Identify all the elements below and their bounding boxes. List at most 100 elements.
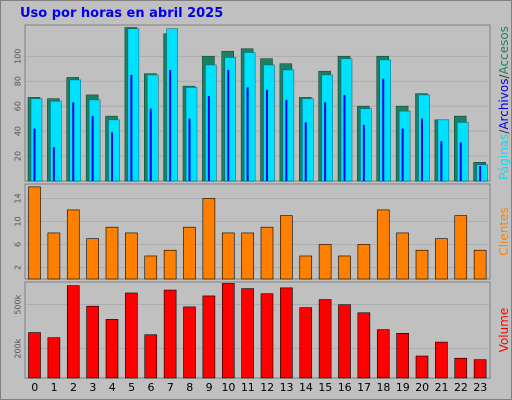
x-tick-label: 1: [51, 381, 58, 394]
bar-archivos: [457, 122, 469, 182]
bar-clientes: [299, 255, 313, 280]
bar-archivos: [360, 108, 372, 182]
bar-archivos: [263, 64, 275, 182]
bar-paginas: [304, 122, 307, 181]
bar-archivos: [224, 57, 236, 182]
y-tick-label: 2: [14, 265, 23, 270]
x-tick-label: 23: [473, 381, 487, 394]
y-tick-label: 40: [14, 126, 23, 136]
bar-volume: [125, 292, 138, 379]
y-tick-label: 20: [14, 151, 23, 161]
y-tick-label: 6: [14, 242, 23, 247]
bar-volume: [454, 357, 468, 379]
bar-volume: [299, 307, 313, 379]
bar-clientes: [47, 232, 61, 280]
bar-volume: [376, 329, 390, 379]
bar-paginas: [479, 166, 482, 181]
legend-traffic: Páginas/Archivos/Accesos: [497, 26, 511, 180]
bar-clientes: [357, 244, 371, 280]
bar-archivos: [418, 94, 430, 182]
bar-volume: [396, 332, 409, 379]
bar-archivos: [398, 110, 411, 182]
legend-volume: Volume: [497, 308, 511, 353]
bar-paginas: [207, 96, 210, 181]
panel-border: [24, 183, 491, 280]
bar-clientes: [338, 255, 351, 280]
bar-clientes: [86, 238, 99, 280]
bar-clientes: [396, 232, 409, 280]
x-tick-label: 8: [186, 381, 193, 394]
bar-paginas: [421, 118, 423, 181]
legend-clientes: Clientes: [497, 207, 511, 255]
bar-paginas: [169, 69, 172, 181]
bar-clientes: [435, 238, 448, 280]
bar-archivos: [379, 59, 391, 182]
x-tick-label: 13: [280, 381, 294, 394]
bar-clientes: [163, 249, 177, 280]
x-tick-label: 3: [89, 381, 96, 394]
panel-border: [24, 281, 491, 379]
bar-volume: [183, 306, 196, 379]
bar-volume: [47, 337, 61, 379]
panel-1: 20 40 60 80 100: [14, 24, 491, 182]
bar-paginas: [111, 132, 113, 181]
bar-archivos: [147, 74, 159, 182]
x-tick-label: 2: [70, 381, 77, 394]
bar-clientes: [241, 232, 254, 280]
panel-3: 200k 500k: [14, 281, 491, 379]
x-tick-label: 18: [376, 381, 390, 394]
bar-volume: [221, 283, 235, 379]
bar-volume: [357, 312, 371, 379]
x-tick-label: 16: [338, 381, 352, 394]
bar-archivos: [476, 164, 488, 182]
y-tick-label: 80: [14, 76, 23, 86]
bar-archivos: [185, 87, 198, 182]
bar-clientes: [66, 209, 80, 280]
bar-paginas: [266, 89, 268, 181]
bar-clientes: [318, 244, 332, 280]
x-tick-label: 19: [396, 381, 410, 394]
bar-archivos: [50, 100, 62, 182]
legend-entry: Páginas: [497, 134, 511, 180]
x-tick-label: 10: [221, 381, 235, 394]
bar-clientes: [28, 186, 41, 280]
bar-paginas: [52, 147, 55, 181]
bar-archivos: [108, 119, 120, 182]
bar-volume: [86, 305, 99, 379]
bar-volume: [280, 287, 293, 379]
x-tick-label: 4: [109, 381, 116, 394]
bar-archivos: [30, 98, 43, 182]
bar-archivos: [166, 28, 178, 182]
bar-paginas: [401, 128, 404, 181]
x-tick-label: 0: [31, 381, 38, 394]
legend-entry: /: [497, 129, 511, 134]
bar-volume: [435, 341, 448, 379]
x-tick-label: 20: [415, 381, 429, 394]
bar-archivos: [205, 64, 217, 182]
bar-archivos: [302, 98, 314, 182]
bar-clientes: [183, 226, 196, 280]
bar-paginas: [130, 74, 133, 181]
x-tick-label: 15: [318, 381, 332, 394]
bar-paginas: [459, 142, 462, 181]
bar-archivos: [282, 69, 295, 182]
bar-volume: [473, 359, 487, 379]
bar-paginas: [324, 102, 327, 181]
page-title: Uso por horas en abril 2025: [20, 6, 224, 21]
bar-paginas: [33, 128, 36, 181]
bar-clientes: [221, 232, 235, 280]
x-tick-label: 21: [435, 381, 449, 394]
bar-paginas: [362, 124, 365, 181]
bar-clientes: [280, 215, 293, 280]
bar-paginas: [72, 102, 75, 181]
bar-clientes: [260, 226, 274, 280]
x-tick-label: 22: [454, 381, 468, 394]
x-tick-label: 12: [260, 381, 274, 394]
x-tick-label: 5: [128, 381, 135, 394]
x-tick-label: 14: [299, 381, 313, 394]
bar-paginas: [91, 116, 94, 181]
bar-paginas: [343, 94, 346, 181]
bar-volume: [163, 289, 177, 379]
